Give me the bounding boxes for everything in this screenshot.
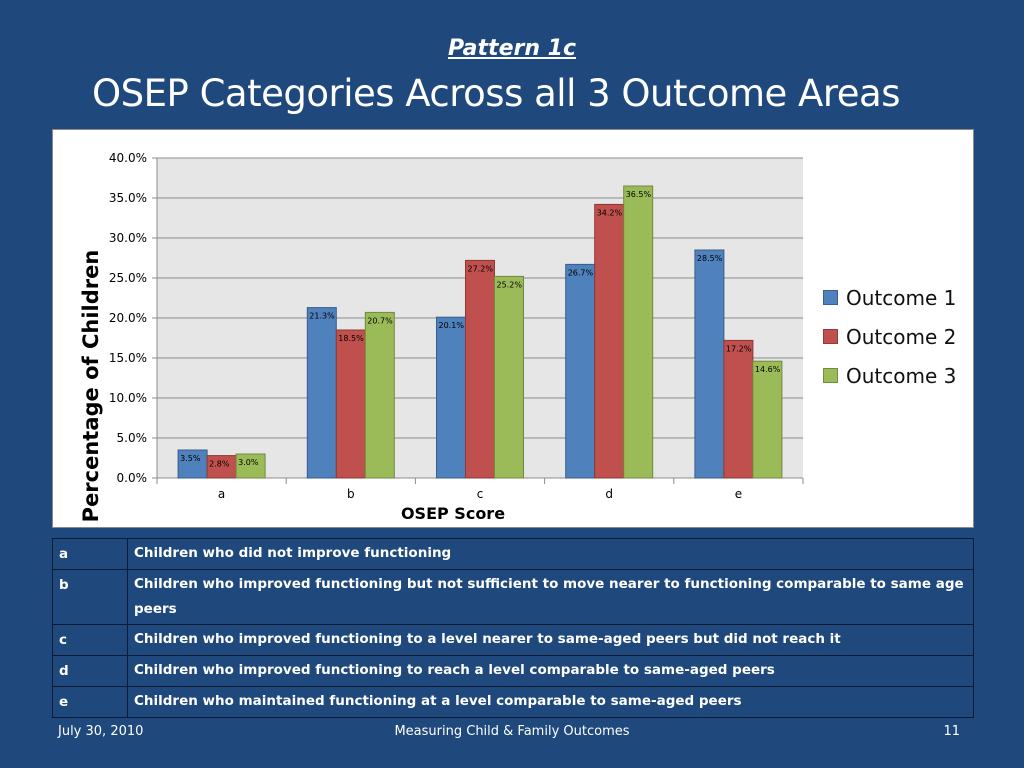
bar-outcome-3-a <box>235 453 266 479</box>
legend-item-outcome-1: Outcome 1 <box>823 278 971 317</box>
data-label: 3.5% <box>180 454 201 463</box>
table-row: b Children who improved functioning but … <box>52 569 974 625</box>
slide-title: OSEP Categories Across all 3 Outcome Are… <box>92 72 900 115</box>
bar-outcome-1-e <box>694 249 725 479</box>
bar-outcome-3-c <box>494 275 524 479</box>
table-row: d Children who improved functioning to r… <box>52 655 974 687</box>
data-label: 26.7% <box>568 268 594 277</box>
data-label: 25.2% <box>497 280 523 289</box>
definition-text: Children who maintained functioning at a… <box>127 686 974 718</box>
x-tick-label: a <box>218 487 225 501</box>
y-tick-label: 40.0% <box>109 151 147 165</box>
bar-outcome-3-e <box>752 360 783 479</box>
data-label: 21.3% <box>309 312 335 321</box>
y-tick-label: 30.0% <box>109 231 147 245</box>
data-label: 17.2% <box>726 344 752 353</box>
footer-presentation-title: Measuring Child & Family Outcomes <box>394 724 630 739</box>
y-tick-label: 0.0% <box>117 471 148 485</box>
table-row: c Children who improved functioning to a… <box>52 624 974 656</box>
data-label: 3.0% <box>238 458 259 467</box>
bar-outcome-1-d <box>565 263 596 479</box>
bar-outcome-2-e <box>723 339 754 479</box>
definition-text: Children who improved functioning to rea… <box>127 655 974 687</box>
definition-key: a <box>52 538 128 570</box>
chart-legend: Outcome 1 Outcome 2 Outcome 3 <box>823 278 971 395</box>
y-tick-label: 15.0% <box>109 351 147 365</box>
legend-swatch-outcome-1 <box>823 290 838 305</box>
bar-outcome-1-a <box>177 449 208 479</box>
data-label: 28.5% <box>697 254 723 263</box>
legend-item-outcome-2: Outcome 2 <box>823 317 971 356</box>
bar-outcome-1-b <box>306 307 337 479</box>
footer-date: July 30, 2010 <box>58 724 144 739</box>
definition-key: e <box>52 686 128 718</box>
definition-key: c <box>52 624 128 656</box>
bar-outcome-2-b <box>335 329 366 479</box>
data-label: 20.1% <box>439 321 465 330</box>
bar-outcome-2-d <box>594 203 625 479</box>
y-tick-label: 35.0% <box>109 191 147 205</box>
data-label: 27.2% <box>468 264 494 273</box>
chart-panel: 0.0% 5.0% 10.0% 15.0% 20.0% 25.0% 30.0% 35.0% 40… <box>52 129 974 528</box>
data-label: 36.5% <box>626 190 652 199</box>
legend-swatch-outcome-3 <box>823 368 838 383</box>
data-label: 34.2% <box>597 208 623 217</box>
y-axis-title-text: Percentage of Children <box>79 249 103 523</box>
bar-outcome-1-c <box>436 316 466 479</box>
y-axis-title: Percentage of Children <box>79 250 103 523</box>
data-label: 20.7% <box>367 316 393 325</box>
legend-swatch-outcome-2 <box>823 329 838 344</box>
bar-outcome-3-d <box>623 185 654 479</box>
definition-text: Children who improved functioning but no… <box>127 569 974 625</box>
x-tick-label: e <box>735 487 742 501</box>
legend-label-outcome-1: Outcome 1 <box>846 285 957 310</box>
definition-text: Children who did not improve functioning <box>127 538 974 570</box>
legend-label-outcome-3: Outcome 3 <box>846 363 957 388</box>
definition-text: Children who improved functioning to a l… <box>127 624 974 656</box>
x-tick-label: d <box>605 487 613 501</box>
slide-subtitle: Pattern 1c <box>447 36 577 61</box>
x-tick-label: c <box>477 487 484 501</box>
legend-label-outcome-2: Outcome 2 <box>846 324 957 349</box>
legend-item-outcome-3: Outcome 3 <box>823 356 971 395</box>
data-label: 14.6% <box>755 365 781 374</box>
table-row: e Children who maintained functioning at… <box>52 686 974 718</box>
y-tick-label: 25.0% <box>109 271 147 285</box>
footer-page-number: 11 <box>943 724 960 739</box>
definition-key: b <box>52 569 128 625</box>
table-row: a Children who did not improve functioni… <box>52 538 974 570</box>
y-tick-label: 10.0% <box>109 391 147 405</box>
x-axis-title: OSEP Score <box>400 504 506 523</box>
y-tick-label: 20.0% <box>109 311 147 325</box>
data-label: 2.8% <box>209 460 230 469</box>
bar-outcome-2-c <box>465 259 495 479</box>
x-tick-label: b <box>347 487 355 501</box>
y-tick-label: 5.0% <box>117 431 148 445</box>
data-label: 18.5% <box>338 334 364 343</box>
definition-key: d <box>52 655 128 687</box>
bar-outcome-3-b <box>364 311 395 479</box>
bar-chart: 0.0% 5.0% 10.0% 15.0% 20.0% 25.0% 30.0% 35.0% 40… <box>109 151 804 501</box>
osep-definitions-table: a Children who did not improve functioni… <box>52 538 974 718</box>
